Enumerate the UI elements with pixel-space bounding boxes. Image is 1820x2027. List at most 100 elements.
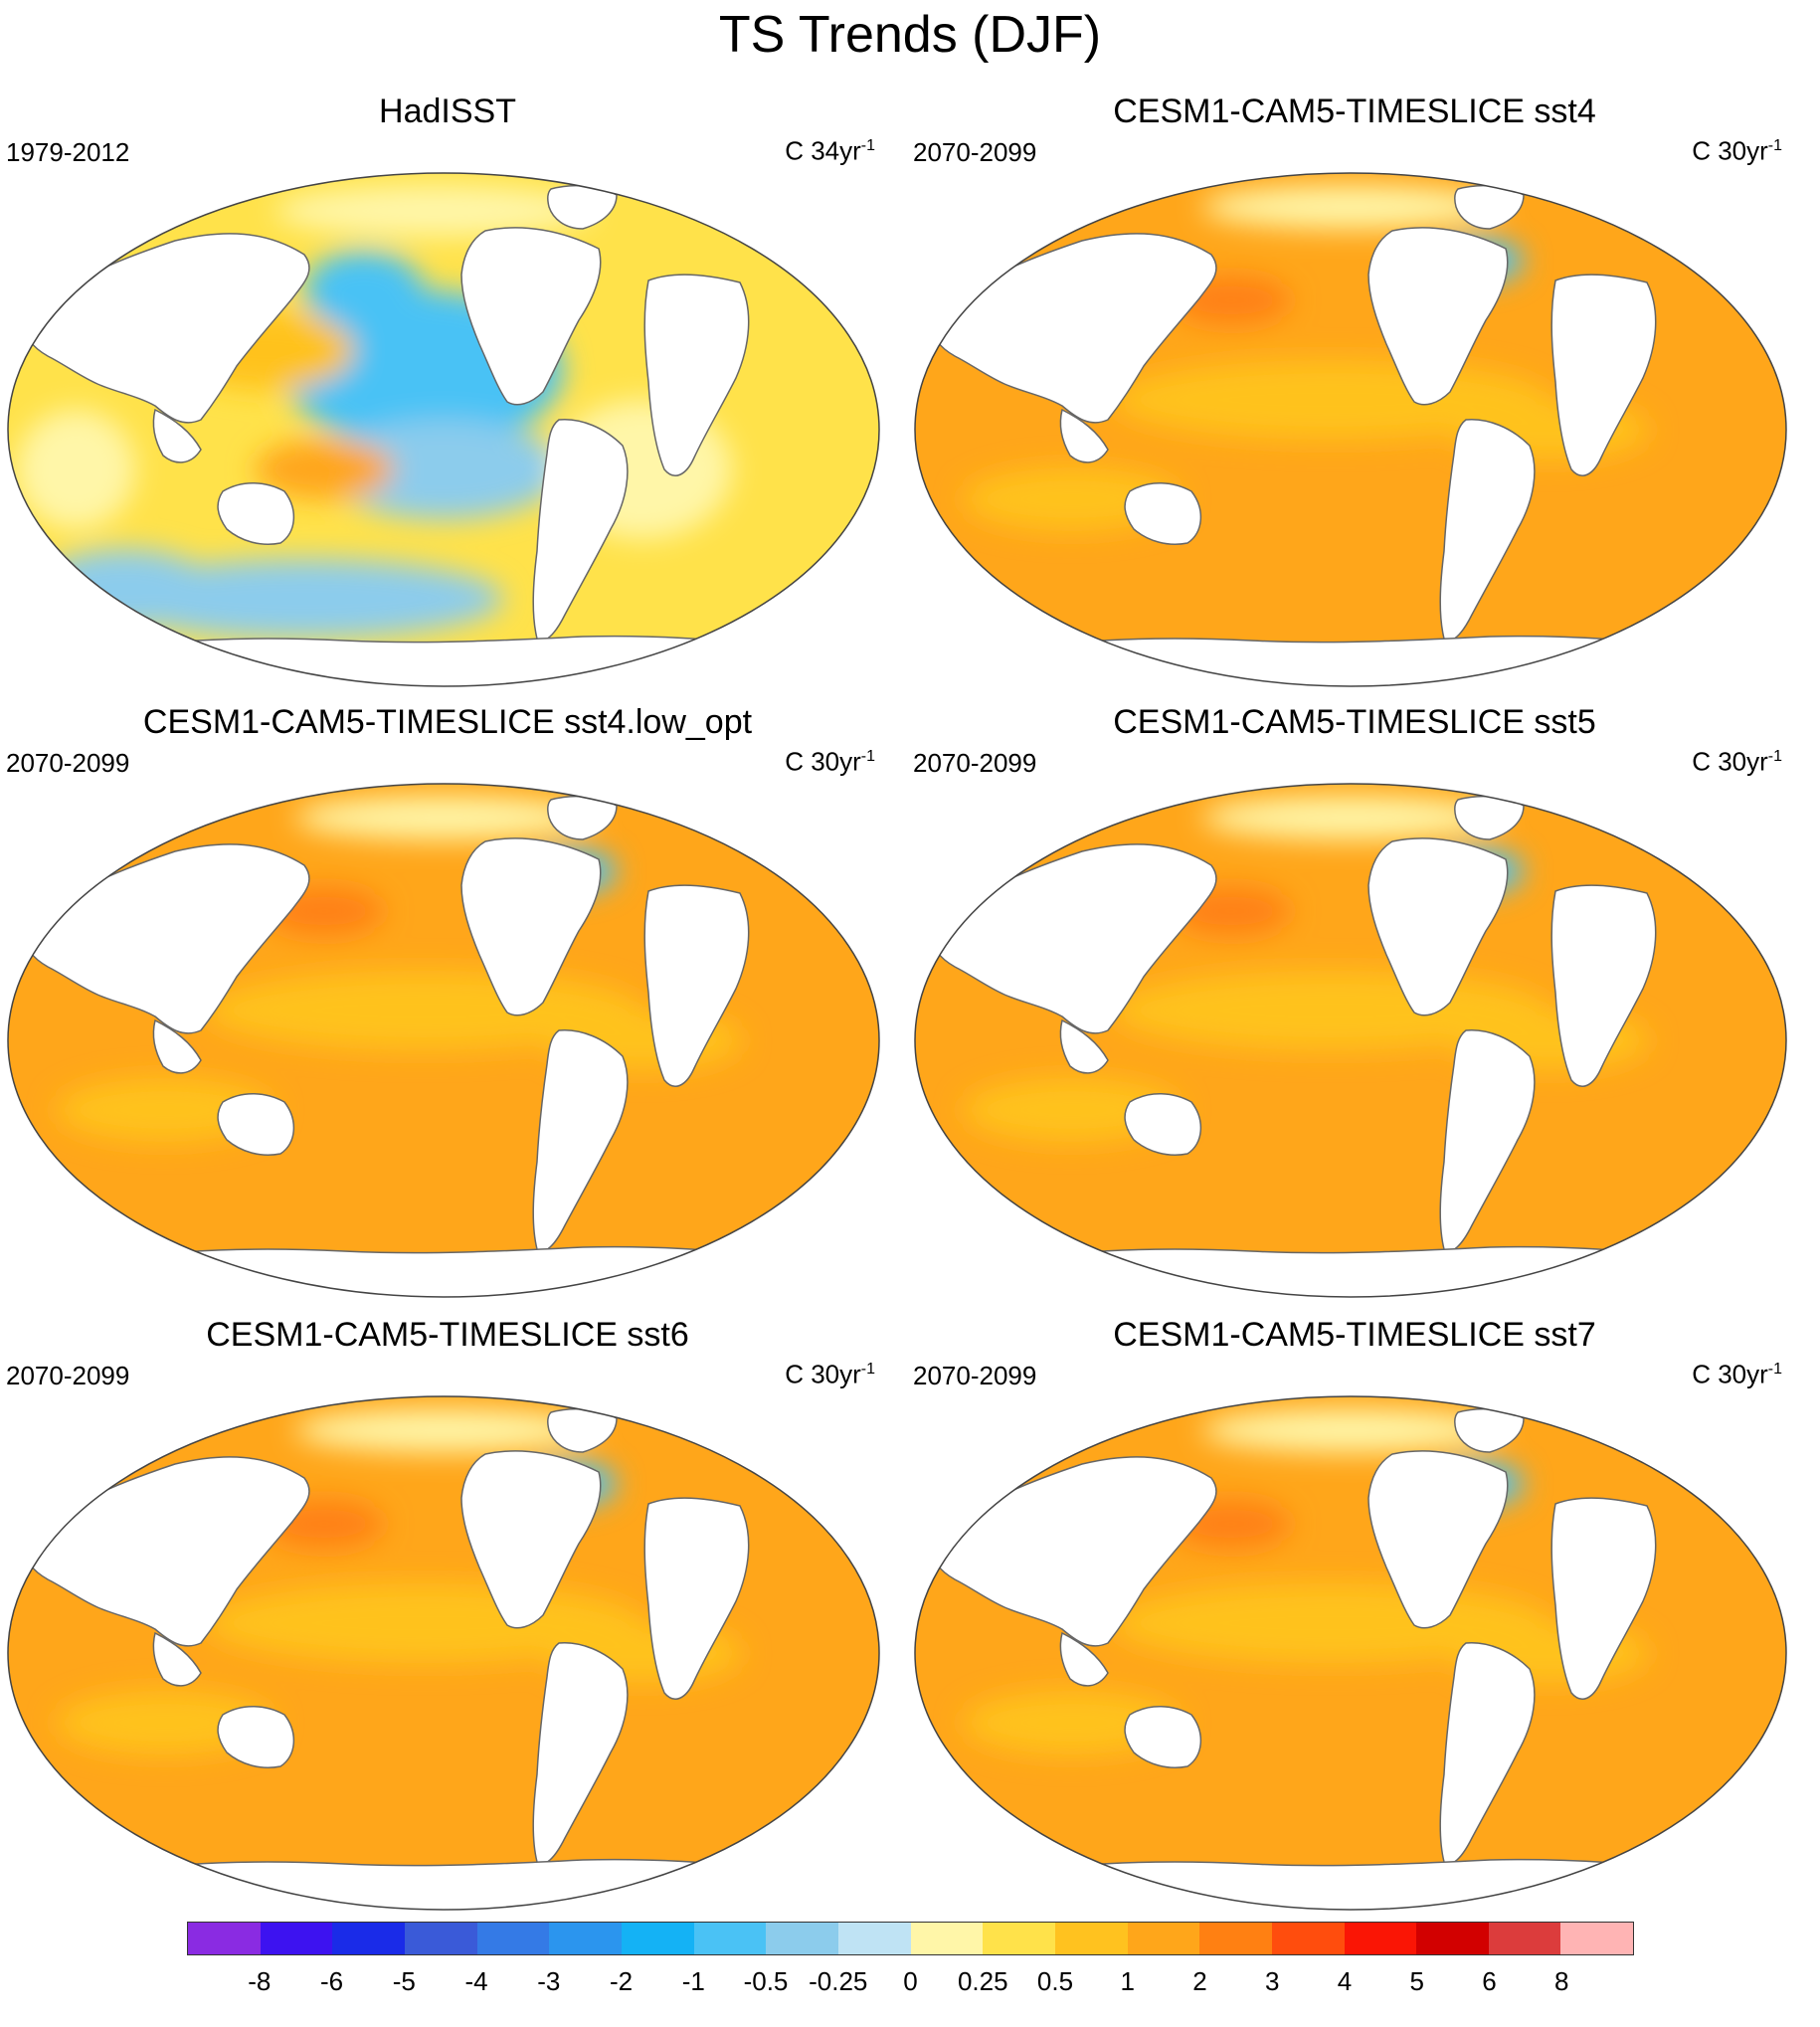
colorbar-label: 3: [1265, 1966, 1280, 1996]
trend-region: [304, 251, 424, 330]
colorbar-swatch: [188, 1923, 261, 1954]
colorbar-label: 2: [1192, 1966, 1207, 1996]
units-exponent: -1: [1767, 1361, 1782, 1378]
colorbar-label: -1: [681, 1966, 705, 1996]
units-text: C 30yr: [1692, 1359, 1768, 1389]
colorbar-swatch: [1488, 1923, 1561, 1954]
trend-region: [16, 410, 135, 529]
panel-title: CESM1-CAM5-TIMESLICE sst4.low_opt: [142, 703, 753, 741]
landmass-australia: [217, 1706, 295, 1768]
map-panel: CESM1-CAM5-TIMESLICE sst4 2070-2099 C 30yr…: [907, 92, 1802, 708]
landmass-seasia: [152, 1631, 202, 1687]
panel-units: C 30yr-1: [1692, 1355, 1782, 1389]
landmass-australia: [1124, 1706, 1202, 1768]
colorbar-label: -4: [464, 1966, 488, 1996]
colorbar-label: -3: [537, 1966, 561, 1996]
panel-period: 2070-2099: [913, 1361, 1037, 1390]
landmass-northamerica: [1367, 227, 1509, 406]
map-panel: HadISST 1979-2012 C 34yr-1: [0, 92, 895, 708]
landmass-australia: [217, 1093, 295, 1156]
map-panel: CESM1-CAM5-TIMESLICE sst7 2070-2099 C 30yr…: [907, 1315, 1802, 1932]
colorbar: [187, 1922, 1634, 1955]
landmass-africa: [1550, 884, 1657, 1087]
panel-title: CESM1-CAM5-TIMESLICE sst5: [1113, 703, 1596, 741]
colorbar-swatch: [766, 1923, 838, 1954]
landmass-antarctica: [1019, 1858, 1711, 1910]
colorbar-label: 6: [1482, 1966, 1497, 1996]
trend-region: [294, 796, 593, 839]
colorbar-swatch: [1344, 1923, 1417, 1954]
ocean-trend-map: [914, 1395, 1787, 1911]
units-text: C 34yr: [785, 135, 861, 166]
landmass-antarctica: [112, 635, 804, 686]
landmass-australia: [1124, 1093, 1202, 1156]
ocean-trend-map: [914, 783, 1787, 1298]
colorbar-swatch: [549, 1923, 622, 1954]
trend-region: [255, 440, 394, 499]
landmass-antarctica: [1019, 635, 1711, 686]
colorbar-label: 5: [1409, 1966, 1424, 1996]
panel-period: 2070-2099: [913, 137, 1037, 167]
landmass-antarctica: [112, 1245, 804, 1297]
units-text: C 30yr: [785, 746, 861, 777]
landmass-seasia: [1059, 1018, 1109, 1074]
landmass-southamerica: [1439, 1029, 1536, 1252]
colorbar-swatch: [1054, 1923, 1128, 1954]
colorbar-label: 0: [903, 1966, 918, 1996]
landmass-southamerica: [532, 1642, 629, 1865]
colorbar-swatch: [837, 1923, 911, 1954]
panel-period: 2070-2099: [913, 748, 1037, 778]
units-exponent: -1: [860, 137, 875, 154]
landmass-africa: [643, 274, 750, 476]
panel-title: CESM1-CAM5-TIMESLICE sst7: [1113, 1316, 1596, 1354]
landmass-asia: [931, 233, 1217, 424]
ocean-trend-map: [914, 172, 1787, 687]
units-text: C 30yr: [1692, 135, 1768, 166]
landmass-seasia: [1059, 1631, 1109, 1687]
colorbar-swatch: [1271, 1923, 1345, 1954]
map-border: [7, 783, 880, 1298]
panel-period: 2070-2099: [6, 748, 130, 778]
colorbar-label: -0.5: [743, 1966, 789, 1996]
landmass-antarctica: [112, 1858, 804, 1910]
landmass-northamerica: [460, 227, 602, 406]
colorbar-label: 4: [1337, 1966, 1353, 1996]
landmass-northamerica: [1367, 1450, 1509, 1629]
map-border: [7, 172, 880, 687]
colorbar-swatch: [910, 1923, 984, 1954]
map-panel: CESM1-CAM5-TIMESLICE sst6 2070-2099 C 30yr…: [0, 1315, 895, 1932]
landmass-africa: [643, 1497, 750, 1700]
colorbar-swatch: [476, 1923, 550, 1954]
figure-title: TS Trends (DJF): [718, 6, 1102, 64]
map-border: [7, 1395, 880, 1911]
units-exponent: -1: [1767, 748, 1782, 765]
ocean-trend-map: [7, 172, 880, 687]
landmass-seasia: [1059, 408, 1109, 463]
panel-title: CESM1-CAM5-TIMESLICE sst4: [1113, 92, 1596, 130]
map-panel: CESM1-CAM5-TIMESLICE sst5 2070-2099 C 30yr…: [907, 702, 1802, 1319]
landmass-northamerica: [1367, 837, 1509, 1016]
units-exponent: -1: [1767, 137, 1782, 154]
colorbar-swatch: [1560, 1923, 1634, 1954]
colorbar-swatch: [1127, 1923, 1200, 1954]
units-text: C 30yr: [785, 1359, 861, 1389]
map-border: [914, 783, 1787, 1298]
landmass-asia: [24, 1456, 310, 1647]
ocean-trend-map: [7, 1395, 880, 1911]
landmass-northamerica: [460, 837, 602, 1016]
landmass-australia: [1124, 482, 1202, 545]
trend-region: [1201, 796, 1500, 839]
landmass-australia: [217, 482, 295, 545]
landmass-seasia: [152, 1018, 202, 1074]
colorbar-label: 0.5: [1036, 1966, 1074, 1996]
landmass-asia: [931, 843, 1217, 1034]
colorbar-label: -6: [319, 1966, 344, 1996]
colorbar-label: -8: [248, 1966, 272, 1996]
landmass-seasia: [152, 408, 202, 463]
trend-region: [1201, 1408, 1500, 1452]
colorbar-label: 8: [1554, 1966, 1569, 1996]
units-exponent: -1: [860, 748, 875, 765]
units-text: C 30yr: [1692, 746, 1768, 777]
panel-units: C 30yr-1: [1692, 131, 1782, 166]
landmass-northamerica: [460, 1450, 602, 1629]
